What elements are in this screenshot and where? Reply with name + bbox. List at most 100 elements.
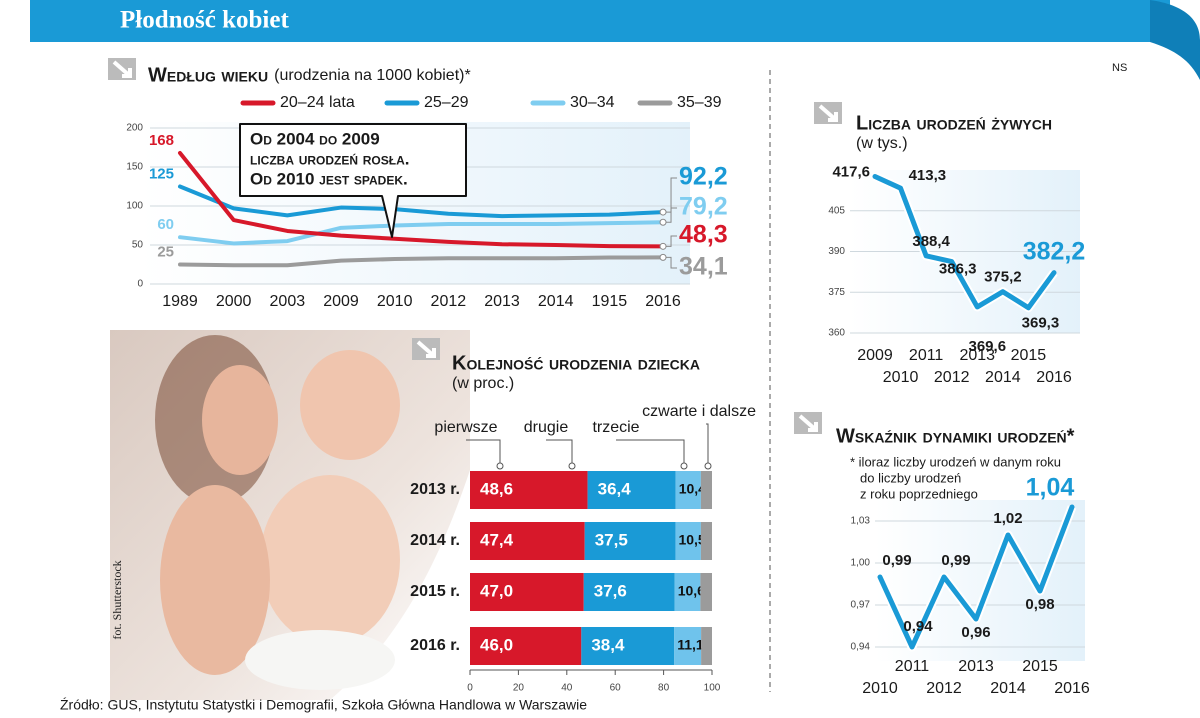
- value-label: 92,2: [679, 163, 728, 191]
- y-tick-label: 1,00: [851, 558, 871, 569]
- label-leader: [663, 256, 678, 269]
- value-label: 417,6: [832, 163, 870, 180]
- legend-dot: [680, 462, 688, 470]
- legend-label: 20–24 lata: [280, 94, 355, 111]
- legend-leader: [546, 439, 573, 466]
- value-label: 0,99: [882, 552, 911, 569]
- x-tick-label: 2010: [883, 369, 919, 386]
- value-label: 47,0: [480, 581, 513, 600]
- y-tick-label: 0,97: [851, 600, 871, 611]
- chart-subtitle: (urodzenia na 1000 kobiet)*: [274, 67, 471, 84]
- value-label: 37,5: [595, 530, 628, 549]
- header-band: [30, 0, 1170, 42]
- category-label: 2013 r.: [410, 481, 460, 498]
- bar-segment: [587, 471, 676, 509]
- x-tick-label: 2013: [959, 347, 995, 364]
- y-tick-label: 390: [828, 246, 845, 257]
- label-leader: [663, 235, 678, 247]
- value-label: 382,2: [1023, 237, 1086, 265]
- x-tick-label: 2009: [857, 347, 893, 364]
- x-tick-label: 80: [658, 683, 670, 694]
- legend-label: drugie: [524, 419, 569, 436]
- value-label: 10,6: [678, 583, 705, 599]
- value-label: 10,4: [679, 481, 706, 497]
- data-line: [877, 504, 1075, 650]
- legend-dot: [496, 462, 504, 470]
- x-tick-label: 2015: [1022, 658, 1058, 675]
- callout-text: Od 2004 do 2009: [250, 129, 380, 148]
- x-tick-label: 2000: [216, 293, 252, 310]
- bar-segment: [700, 522, 712, 560]
- legend-dot: [568, 462, 576, 470]
- x-tick-label: 2011: [909, 347, 944, 364]
- x-tick-label: 0: [467, 683, 473, 694]
- y-tick-label: 50: [132, 240, 144, 251]
- x-tick-label: 2003: [270, 293, 306, 310]
- y-tick-label: 375: [828, 287, 845, 298]
- y-tick-label: 100: [126, 201, 143, 212]
- value-label: 79,2: [679, 193, 728, 221]
- x-tick-label: 2013: [958, 658, 994, 675]
- legend-label: 35–39: [677, 94, 722, 111]
- legend-leader: [466, 439, 501, 466]
- legend-dot: [704, 462, 712, 470]
- label-leader: [663, 207, 678, 223]
- category-label: 2014 r.: [410, 532, 460, 549]
- chart-title: Liczba urodzeń żywych: [856, 112, 1052, 134]
- chart-note: do liczby urodzeń: [860, 470, 961, 485]
- legend-label: trzecie: [592, 419, 639, 436]
- y-tick-label: 0: [137, 279, 143, 290]
- x-tick-label: 2016: [1036, 369, 1072, 386]
- category-label: 2015 r.: [410, 583, 460, 600]
- y-tick-label: 405: [828, 205, 845, 216]
- x-tick-label: 2012: [926, 680, 962, 697]
- x-tick-label: 2010: [377, 293, 413, 310]
- value-label: 37,6: [594, 581, 627, 600]
- x-tick-label: 2009: [323, 293, 359, 310]
- x-tick-label: 2015: [1011, 347, 1047, 364]
- value-label: 46,0: [480, 635, 513, 654]
- bar-segment: [581, 627, 675, 665]
- bar-segment: [700, 573, 712, 611]
- value-label: 168: [149, 132, 174, 149]
- bar-segment: [675, 522, 701, 560]
- data-line: [178, 184, 666, 219]
- data-line: [178, 150, 666, 249]
- title-arrows: [112, 60, 838, 432]
- bar-segment: [674, 573, 701, 611]
- value-label: 47,4: [480, 530, 514, 549]
- x-tick-label: 2011: [895, 658, 930, 675]
- value-label: 38,4: [591, 635, 625, 654]
- label-dot: [659, 208, 667, 216]
- value-label: 10,5: [678, 532, 705, 548]
- legend-leader: [706, 423, 709, 466]
- x-tick-label: 2014: [990, 680, 1026, 697]
- value-label: 34,1: [679, 253, 728, 281]
- legend-leader: [616, 439, 685, 466]
- legend-label: 30–34: [570, 94, 615, 111]
- x-tick-label: 2014: [985, 369, 1021, 386]
- value-label: 60: [157, 216, 174, 233]
- label-dot: [659, 218, 667, 226]
- chart-title: Według wieku: [148, 64, 268, 86]
- x-tick-label: 2012: [431, 293, 467, 310]
- y-tick-label: 0,94: [851, 642, 871, 653]
- value-label: 369,3: [1022, 315, 1060, 332]
- bar-segment: [700, 471, 712, 509]
- x-tick-label: 2016: [645, 293, 681, 310]
- chart-subtitle: (w tys.): [856, 135, 908, 152]
- page-title: Płodność kobiet: [120, 7, 289, 34]
- callout-text: Od 2010 jest spadek.: [250, 169, 408, 188]
- legend-label: czwarte i dalsze: [642, 403, 756, 420]
- corner-mark: NS: [1112, 62, 1127, 74]
- x-tick-label: 1915: [592, 293, 628, 310]
- data-line: [178, 220, 666, 246]
- value-label: 11,1: [677, 637, 704, 653]
- value-label: 0,98: [1025, 596, 1054, 613]
- value-label: 413,3: [909, 167, 947, 184]
- value-label: 25: [157, 243, 174, 260]
- value-label: 0,94: [903, 618, 933, 635]
- chart-title: Kolejność urodzenia dziecka: [452, 352, 700, 374]
- value-label: 36,4: [598, 479, 632, 498]
